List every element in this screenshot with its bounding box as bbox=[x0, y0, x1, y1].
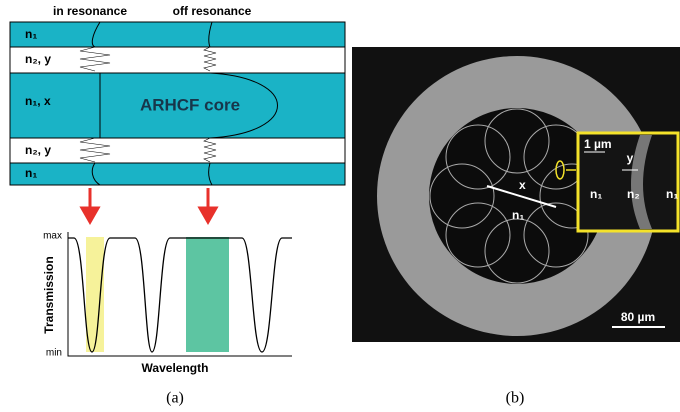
x-axis-title: Wavelength bbox=[142, 361, 209, 375]
axis-label: min bbox=[46, 348, 62, 359]
layer-label: n₂, y bbox=[25, 52, 51, 66]
layer-label: n₁, x bbox=[25, 94, 51, 108]
layer-label: n₂, y bbox=[25, 143, 51, 157]
layer-label: n₁ bbox=[25, 166, 37, 180]
layer bbox=[10, 47, 345, 73]
label: n₂ bbox=[627, 187, 640, 201]
y-axis-title: Transmission bbox=[42, 256, 56, 333]
caption: (b) bbox=[506, 390, 525, 407]
layer-label: n₁ bbox=[25, 27, 37, 41]
label: 80 µm bbox=[621, 310, 655, 324]
band bbox=[86, 237, 104, 352]
label: n₁ bbox=[512, 208, 524, 222]
layer bbox=[10, 22, 345, 47]
layer bbox=[10, 138, 345, 163]
label: off resonance bbox=[173, 4, 252, 18]
label: x bbox=[519, 178, 526, 192]
core-label: ARHCF core bbox=[140, 95, 240, 114]
label: n₁ bbox=[590, 187, 602, 201]
arrow bbox=[82, 188, 216, 222]
label: in resonance bbox=[53, 4, 127, 18]
axis-label: max bbox=[43, 231, 62, 242]
caption: (a) bbox=[166, 390, 184, 407]
band bbox=[186, 237, 229, 352]
label: y bbox=[627, 151, 634, 165]
layer bbox=[10, 163, 345, 185]
label: n₁ bbox=[666, 187, 678, 201]
figure: in resonance off resonance n₁ n₂, y n₁, … bbox=[0, 0, 680, 412]
label: 1 µm bbox=[584, 137, 612, 151]
